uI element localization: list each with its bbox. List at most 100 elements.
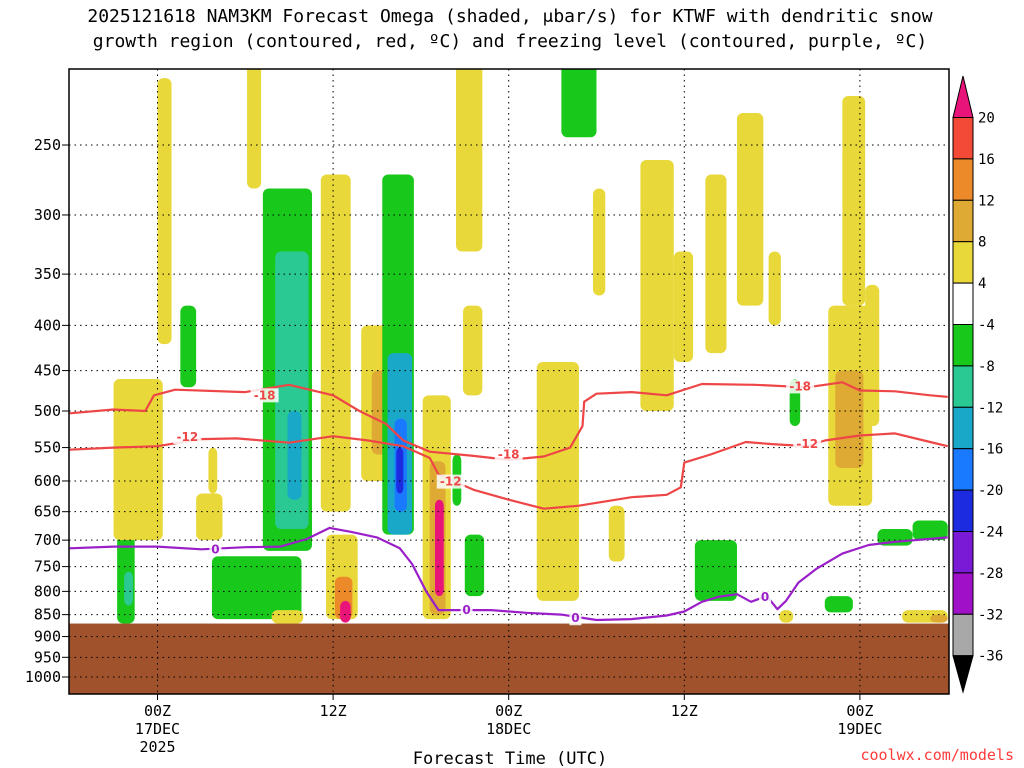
x-tick-label: 00Z	[846, 702, 873, 720]
y-axis-ticks: 250 300 350 400 450 500 550 600 650 700 750 800 850 9…	[25, 136, 69, 686]
omega-cell	[287, 411, 302, 500]
contour-line	[69, 381, 948, 461]
contour-label: -18	[498, 447, 520, 461]
omega-cell	[824, 596, 853, 613]
colorbar-level-label: -12	[978, 400, 1003, 416]
omega-cell	[247, 69, 262, 189]
colorbar-swatch	[952, 448, 974, 491]
omega-cell	[779, 610, 794, 623]
omega-cell	[157, 78, 172, 345]
contour-label-bg	[173, 429, 202, 444]
plot-area: -18 -18 -18 -12 -12 -12 0 0 0 0	[68, 68, 950, 695]
omega-cell	[124, 571, 133, 606]
contour-label: -18	[254, 388, 276, 402]
contour-label-bg	[494, 447, 523, 462]
contour-label: 0	[462, 603, 470, 617]
colorbar-swatch	[952, 365, 974, 408]
y-tick-label: 400	[34, 316, 61, 334]
y-tick-label: 250	[34, 136, 61, 154]
contour-label: 0	[211, 542, 219, 556]
omega-cell	[930, 614, 948, 623]
colorbar-swatch	[952, 531, 974, 574]
y-tick-label: 700	[34, 531, 61, 549]
contour-label: -12	[796, 437, 818, 451]
colorbar-level-label: -36	[978, 649, 1003, 665]
x-tick-label: 19DEC	[837, 720, 882, 738]
colorbar-arrow-bottom	[952, 655, 974, 694]
contour-label-bg	[209, 542, 222, 557]
colorbar-level-label: -16	[978, 442, 1003, 458]
contour-label-bg	[460, 603, 473, 618]
omega-cell	[196, 493, 223, 541]
omega-cell	[463, 305, 483, 396]
contour-label-bg	[793, 437, 822, 452]
contour-label: -12	[177, 430, 199, 444]
contour-label-bg	[786, 379, 815, 394]
y-tick-label: 650	[34, 503, 61, 521]
omega-cell	[592, 188, 606, 296]
contours: -18 -18 -18 -12 -12 -12 0 0 0 0	[69, 379, 948, 626]
colorbar-swatch	[952, 572, 974, 615]
contour-label: -18	[789, 379, 811, 393]
colorbar-swatch	[952, 406, 974, 450]
chart-title: 2025121618 NAM3KM Forecast Omega (shaded…	[87, 6, 932, 52]
contour-label-bg	[569, 611, 582, 626]
colorbar-level-label: -4	[978, 318, 995, 334]
colorbar-swatch	[952, 117, 974, 160]
omega-cell	[912, 520, 948, 541]
colorbar-level-label: -28	[978, 566, 1003, 582]
y-tick-label: 950	[34, 648, 61, 666]
contour-label-bg	[250, 388, 279, 403]
contour-line	[69, 526, 948, 622]
contour-label: 0	[571, 611, 579, 625]
omega-cell	[640, 160, 674, 411]
title-line-1: 2025121618 NAM3KM Forecast Omega (shaded…	[87, 6, 932, 27]
y-tick-label: 350	[34, 265, 61, 283]
colorbar-swatch	[952, 199, 974, 243]
colorbar-level-label: 8	[978, 235, 986, 251]
omega-cell	[865, 284, 880, 427]
colorbar-swatch	[952, 613, 974, 657]
omega-cell	[320, 174, 351, 512]
title-line-2: growth region (contoured, red, ºC) and f…	[93, 31, 927, 52]
y-tick-label: 600	[34, 472, 61, 490]
colorbar-swatch	[952, 158, 974, 201]
omega-cell	[736, 113, 764, 306]
colorbar-level-label: -8	[978, 359, 995, 375]
x-tick-label: 2025	[139, 738, 175, 756]
x-tick-label: 00Z	[495, 702, 522, 720]
y-tick-label: 300	[34, 206, 61, 224]
omega-cell	[835, 370, 864, 468]
colorbar-level-label: -24	[978, 525, 1003, 541]
omega-cell	[208, 447, 218, 494]
omega-cell	[211, 556, 302, 620]
y-tick-label: 850	[34, 606, 61, 624]
contour-label-bg	[759, 590, 772, 605]
omega-cell	[271, 610, 304, 624]
contour-label-bg	[436, 474, 465, 489]
x-tick-label: 17DEC	[135, 720, 180, 738]
omega-cell	[396, 447, 404, 494]
x-tick-label: 18DEC	[486, 720, 531, 738]
colorbar-level-label: 12	[978, 193, 995, 209]
colorbar-level-label: 16	[978, 152, 995, 168]
y-tick-label: 900	[34, 628, 61, 646]
x-tick-label: 12Z	[320, 702, 347, 720]
omega-cell	[180, 305, 197, 388]
colorbar-arrow-top	[952, 75, 974, 118]
y-tick-label: 800	[34, 582, 61, 600]
y-tick-label: 500	[34, 402, 61, 420]
colorbar-level-label: 20	[978, 111, 995, 127]
credit-text: coolwx.com/models	[860, 746, 1014, 764]
omega-cell	[340, 600, 351, 623]
omega-cell	[113, 379, 163, 541]
omega-cell	[464, 534, 485, 597]
omega-cell	[434, 499, 444, 597]
omega-cell	[768, 251, 781, 326]
omega-cell	[842, 95, 866, 306]
y-tick-label: 750	[34, 558, 61, 576]
y-tick-label: 550	[34, 439, 61, 457]
colorbar-swatch	[952, 489, 974, 533]
omega-cell	[456, 69, 483, 252]
